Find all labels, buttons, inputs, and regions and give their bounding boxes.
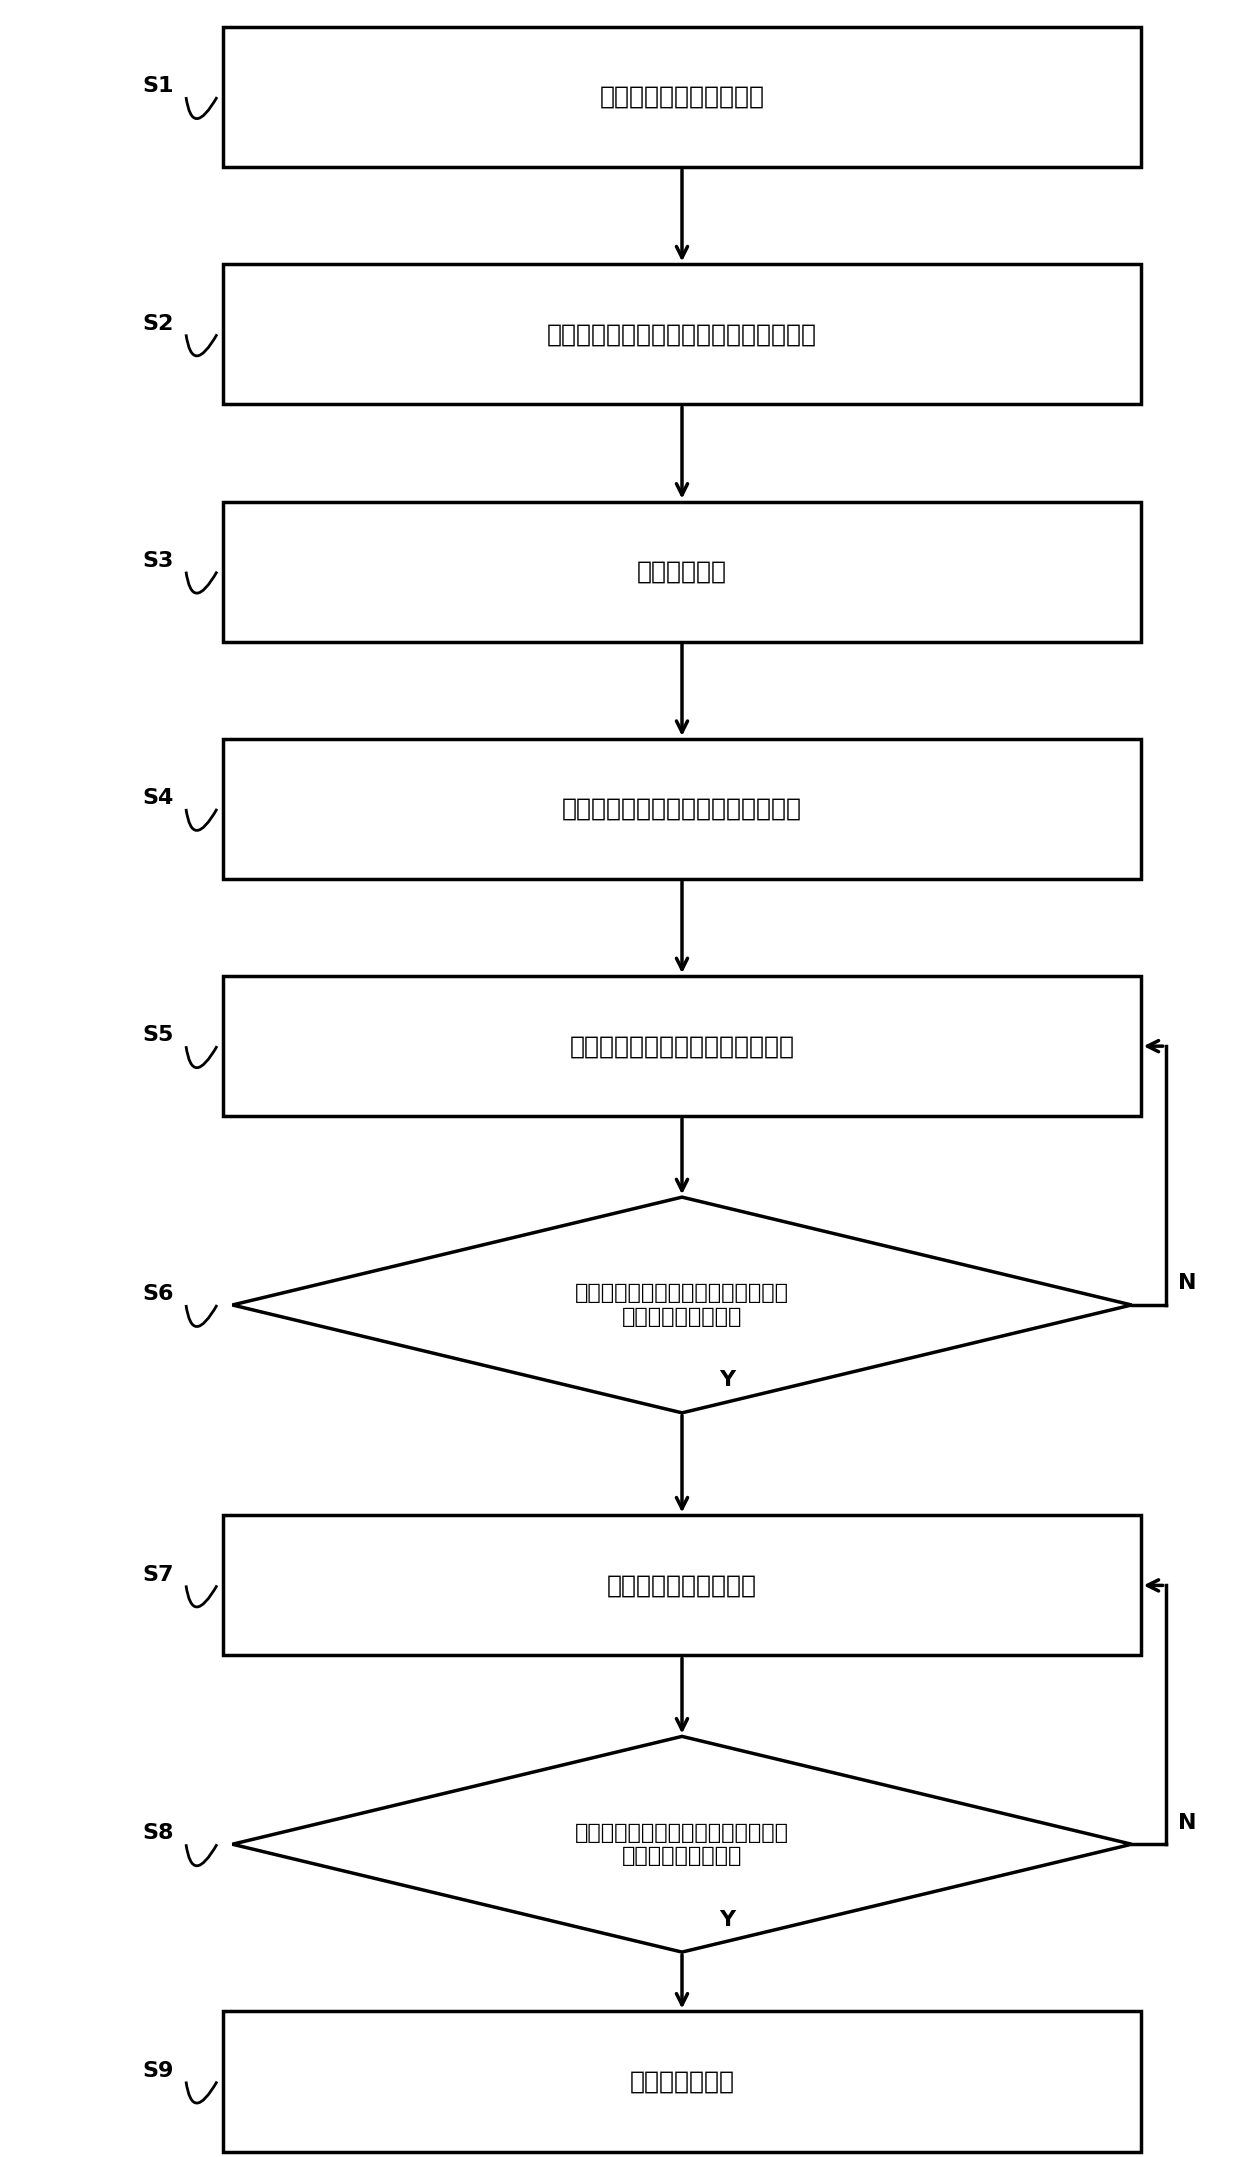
Text: S5: S5 bbox=[143, 1025, 174, 1046]
Text: 获取压缩机以制冷模式运行的时长: 获取压缩机以制冷模式运行的时长 bbox=[569, 1033, 795, 1059]
Text: N: N bbox=[1178, 1812, 1197, 1833]
Text: 室外风机关闭: 室外风机关闭 bbox=[637, 559, 727, 585]
Text: 根据室内机的内部温度判断是否满足
压缩机停止运行条件: 根据室内机的内部温度判断是否满足 压缩机停止运行条件 bbox=[575, 1823, 789, 1866]
FancyBboxPatch shape bbox=[223, 1514, 1141, 1657]
Text: 压缩机停止运行: 压缩机停止运行 bbox=[630, 2069, 734, 2094]
Text: S7: S7 bbox=[143, 1564, 174, 1585]
FancyBboxPatch shape bbox=[223, 2010, 1141, 2153]
Text: 室内风机关闭，同时室内机的导风门闭合: 室内风机关闭，同时室内机的导风门闭合 bbox=[547, 321, 817, 347]
Text: Y: Y bbox=[719, 1370, 735, 1391]
FancyBboxPatch shape bbox=[223, 738, 1141, 880]
Text: 判断压缩机以制冷模式运行的时长是
否达到第一预设时长: 判断压缩机以制冷模式运行的时长是 否达到第一预设时长 bbox=[575, 1283, 789, 1327]
FancyBboxPatch shape bbox=[223, 975, 1141, 1117]
Text: 获取空调器制热关机指令: 获取空调器制热关机指令 bbox=[599, 84, 765, 110]
Text: 将空调器的运行模式切换为制冷模式: 将空调器的运行模式切换为制冷模式 bbox=[562, 796, 802, 822]
Polygon shape bbox=[232, 1197, 1132, 1413]
Text: S4: S4 bbox=[143, 787, 174, 809]
Polygon shape bbox=[232, 1736, 1132, 1952]
FancyBboxPatch shape bbox=[223, 265, 1141, 406]
Text: S3: S3 bbox=[143, 550, 174, 572]
FancyBboxPatch shape bbox=[223, 28, 1141, 168]
FancyBboxPatch shape bbox=[223, 500, 1141, 643]
Text: S9: S9 bbox=[143, 2060, 174, 2082]
Text: N: N bbox=[1178, 1273, 1197, 1294]
Text: S6: S6 bbox=[143, 1283, 174, 1305]
Text: S2: S2 bbox=[143, 313, 174, 334]
Text: S1: S1 bbox=[143, 75, 174, 97]
Text: 获取室内机的内部温度: 获取室内机的内部温度 bbox=[608, 1572, 756, 1598]
Text: Y: Y bbox=[719, 1909, 735, 1931]
Text: S8: S8 bbox=[143, 1823, 174, 1844]
